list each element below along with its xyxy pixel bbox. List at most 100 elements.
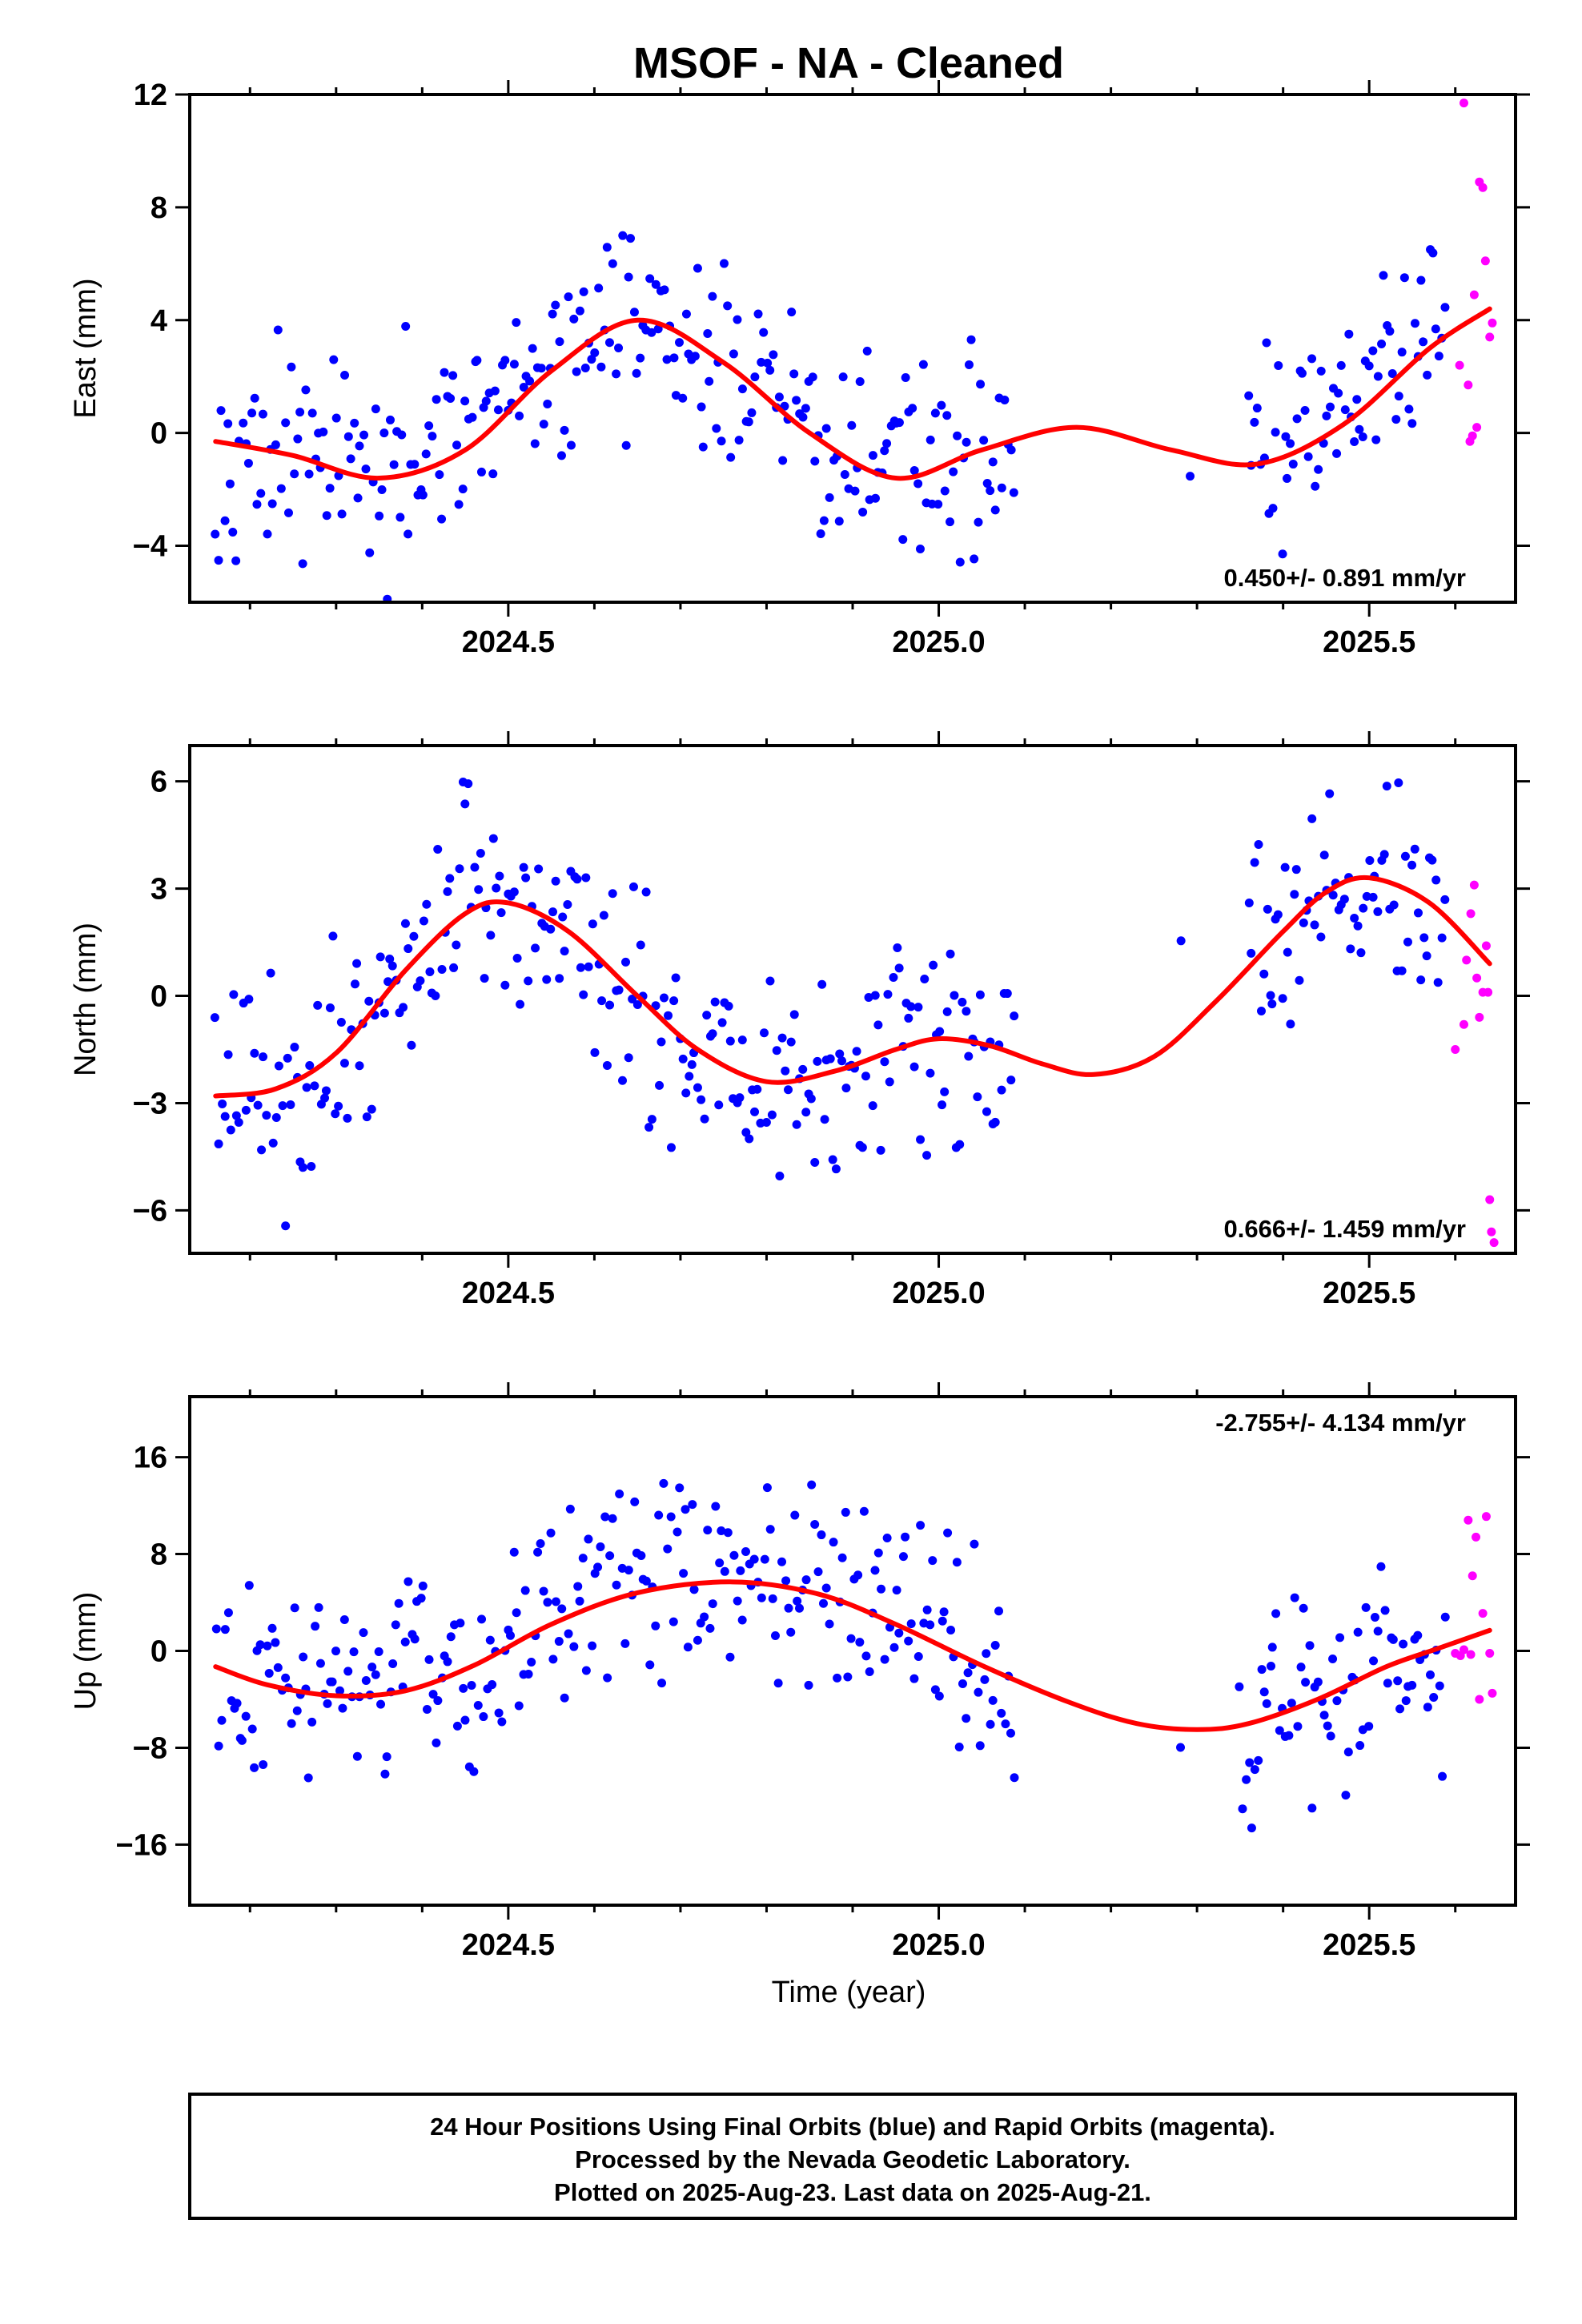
- final-orbit-point: [712, 424, 721, 433]
- final-orbit-point: [337, 509, 347, 519]
- final-orbit-point: [446, 393, 456, 403]
- final-orbit-point: [784, 1085, 793, 1095]
- y-tick-label: 0: [151, 980, 167, 1014]
- final-orbit-point: [880, 1057, 889, 1067]
- final-orbit-point: [997, 1085, 1006, 1095]
- final-orbit-point: [493, 405, 503, 415]
- final-orbit-point: [217, 1715, 227, 1725]
- final-orbit-point: [1295, 975, 1304, 985]
- final-orbit-point: [889, 1642, 899, 1652]
- final-orbit-point: [293, 434, 303, 444]
- final-orbit-point: [750, 1107, 760, 1116]
- final-orbit-point: [876, 1145, 885, 1155]
- final-orbit-point: [214, 1741, 223, 1751]
- final-orbit-point: [410, 1634, 420, 1644]
- final-orbit-point: [725, 1652, 735, 1662]
- x-tick-label: 2025.5: [1323, 1928, 1415, 1962]
- final-orbit-point: [659, 1478, 669, 1488]
- x-tick-label: 2025.0: [892, 625, 985, 659]
- final-orbit-point: [536, 1539, 545, 1549]
- final-orbit-point: [327, 1677, 337, 1687]
- final-orbit-point: [717, 436, 726, 446]
- final-orbit-point: [452, 1721, 462, 1731]
- final-orbit-point: [546, 1528, 556, 1538]
- x-tick-label: 2024.5: [462, 1277, 555, 1310]
- final-orbit-point: [321, 1086, 331, 1096]
- final-orbit-point: [775, 1172, 785, 1181]
- final-orbit-point: [877, 1584, 886, 1594]
- final-orbit-point: [515, 411, 524, 420]
- final-orbit-point: [1361, 1602, 1371, 1612]
- final-orbit-point: [733, 1596, 742, 1606]
- final-orbit-point: [433, 1696, 443, 1706]
- final-orbit-point: [1299, 1603, 1308, 1613]
- final-orbit-point: [1373, 907, 1383, 916]
- final-orbit-point: [1263, 904, 1272, 914]
- final-orbit-point: [364, 996, 374, 1006]
- final-orbit-point: [525, 376, 535, 386]
- final-orbit-point: [808, 372, 817, 382]
- final-orbit-point: [488, 1680, 497, 1690]
- final-orbit-point: [375, 511, 384, 521]
- x-tick-label: 2024.5: [462, 625, 555, 659]
- final-orbit-point: [651, 1621, 661, 1630]
- final-orbit-point: [618, 231, 628, 240]
- final-orbit-point: [801, 1575, 811, 1585]
- final-orbit-point: [298, 1163, 307, 1172]
- final-orbit-point: [542, 975, 552, 984]
- final-orbit-point: [760, 1028, 769, 1038]
- final-orbit-point: [536, 364, 546, 373]
- final-orbit-point: [976, 380, 986, 389]
- final-orbit-point: [1440, 1612, 1450, 1622]
- final-orbit-point: [555, 337, 564, 347]
- final-orbit-point: [281, 418, 291, 428]
- final-orbit-point: [720, 1566, 729, 1576]
- final-orbit-point: [588, 919, 597, 929]
- rapid-orbit-point: [1475, 1012, 1484, 1022]
- final-orbit-point: [1365, 856, 1375, 866]
- final-orbit-point: [416, 976, 425, 986]
- final-orbit-point: [307, 1717, 317, 1727]
- final-orbit-point: [322, 511, 331, 521]
- x-tick-label: 2025.0: [892, 1277, 985, 1310]
- final-orbit-point: [1413, 908, 1423, 918]
- final-orbit-point: [1431, 324, 1440, 334]
- x-tick-label: 2025.5: [1323, 1277, 1415, 1310]
- final-orbit-point: [1373, 1626, 1383, 1636]
- final-orbit-point: [1247, 1823, 1256, 1833]
- final-orbit-point: [733, 315, 742, 324]
- final-orbit-point: [388, 1659, 398, 1668]
- final-orbit-point: [1001, 1719, 1010, 1729]
- final-orbit-point: [612, 369, 621, 379]
- final-orbit-point: [632, 368, 641, 378]
- final-orbit-point: [1259, 969, 1269, 979]
- final-orbit-point: [813, 1567, 823, 1577]
- final-orbit-point: [239, 418, 248, 428]
- y-tick-label: 0: [151, 417, 167, 451]
- final-orbit-point: [683, 1642, 693, 1652]
- final-orbit-point: [781, 1066, 790, 1076]
- y-tick-label: 8: [151, 1538, 167, 1572]
- final-orbit-point: [1328, 891, 1338, 900]
- final-orbit-point: [400, 919, 410, 928]
- final-orbit-point: [1245, 1758, 1255, 1767]
- final-orbit-point: [974, 1687, 983, 1697]
- final-orbit-point: [928, 1556, 938, 1566]
- final-orbit-point: [1297, 368, 1307, 378]
- final-orbit-point: [400, 1637, 410, 1647]
- final-orbit-point: [572, 367, 581, 376]
- final-orbit-point: [339, 1615, 349, 1625]
- final-orbit-point: [573, 1582, 583, 1591]
- final-orbit-point: [1426, 1670, 1435, 1679]
- y-axis-label: Up (mm): [69, 1592, 102, 1711]
- final-orbit-point: [669, 353, 679, 363]
- final-orbit-point: [894, 418, 904, 428]
- final-orbit-point: [533, 1547, 543, 1557]
- final-orbit-point: [223, 419, 233, 428]
- final-orbit-point: [514, 1701, 524, 1711]
- final-orbit-point: [673, 1527, 682, 1537]
- final-orbit-point: [804, 1680, 813, 1690]
- final-orbit-point: [588, 1641, 597, 1651]
- rapid-orbit-point: [1480, 256, 1490, 266]
- final-orbit-point: [241, 1105, 251, 1115]
